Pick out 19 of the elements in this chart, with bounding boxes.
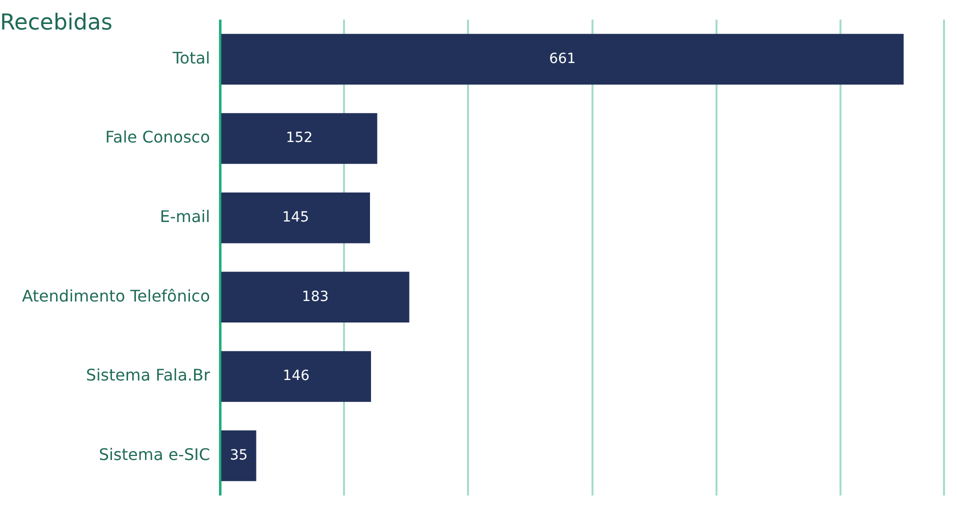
chart-title: Recebidas (0, 10, 112, 36)
y-tick-label: Total (172, 48, 210, 68)
bar (221, 351, 372, 402)
data-label: 145 (282, 209, 309, 226)
y-tick-label: E-mail (160, 207, 210, 226)
y-tick-label: Atendimento Telefônico (22, 286, 210, 306)
y-tick-label: Sistema Fala.Br (86, 366, 210, 385)
data-label: 35 (230, 447, 248, 464)
bar (221, 192, 370, 244)
y-tick-label: Sistema e-SIC (98, 444, 210, 464)
data-label: 661 (549, 50, 576, 67)
data-label: 183 (302, 288, 329, 305)
data-label: 146 (282, 368, 310, 384)
data-label: 152 (286, 130, 313, 146)
bar (221, 430, 256, 482)
bar (221, 34, 904, 85)
bar (221, 272, 410, 323)
y-tick-label: Fale Conosco (105, 128, 210, 147)
bar (221, 113, 378, 164)
